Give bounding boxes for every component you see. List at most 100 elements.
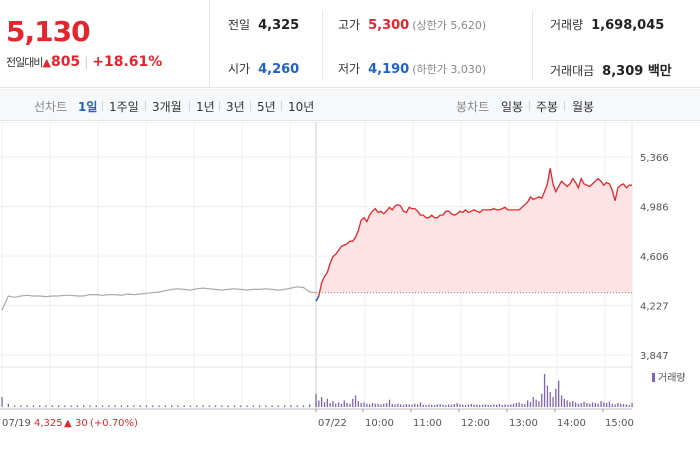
stat-value: 4,190 [368,62,410,77]
volume-bar [473,404,475,407]
volume-bar [64,405,66,408]
price-box: 5,130 전일대비▲805 | +18.61% [0,0,210,88]
tab-3year[interactable]: 3년 [226,100,245,114]
candle-chart-label: 봉차트 [456,100,490,114]
volume-bar [371,403,374,407]
volume-legend-label: 거래량 [658,372,686,384]
volume-bar [518,402,520,407]
volume-bar [552,397,554,407]
volume-bar [369,404,371,407]
tab-1year[interactable]: 1년 [196,100,215,114]
volume-bar [515,403,517,407]
prev-day-pct: (+0.70%) [90,418,138,429]
tab-divider [250,101,251,111]
volume-bar [1,397,3,407]
tab-weekly-candle[interactable]: 주봉 [536,100,559,114]
volume-bar [620,403,622,407]
volume-bar [127,405,129,408]
y-tick-label: 4,986 [640,203,669,214]
volume-bar [152,405,154,408]
volume-bar [606,403,608,407]
volume-bar [227,405,229,408]
volume-bar [453,404,455,407]
volume-bar [563,398,565,408]
change-label: 전일대비 [6,56,43,69]
volume-bar [391,404,393,407]
stat-value: 4,325 [258,18,300,33]
volume-bar [448,404,450,407]
volume-bar [617,403,619,407]
volume-bar [433,405,436,407]
volume-bar [625,404,628,407]
tab-5year[interactable]: 5년 [257,100,276,114]
volume-bar [214,405,217,408]
volume-bar [385,403,388,407]
y-axis: 5,366 4,986 4,606 4,227 3,847 [640,153,669,362]
tab-1day[interactable]: 1일 [78,100,98,114]
prev-day-date: 07/19 [2,418,31,429]
volume-bar [428,404,430,407]
volume-bar [246,405,248,408]
volume-bar [145,405,148,408]
volume-bar [558,380,560,407]
volume-bar [614,404,616,407]
change-value: 805 [50,54,81,70]
stat-volume: 거래량 1,698,045 [550,16,664,33]
tab-3month[interactable]: 3개월 [152,100,182,114]
volume-bar [456,403,458,407]
volume-bar [524,404,526,407]
volume-bar [202,405,204,408]
stat-label: 전일 [228,18,251,32]
volume-bar [580,403,582,407]
volume-bar [603,402,605,407]
stat-value: 8,309 백만 [602,64,672,79]
volume-bar [252,405,254,408]
x-tick-label: 12:00 [461,418,490,429]
volume-bar [575,402,577,407]
volume-bar [445,405,447,407]
volume-bar [120,405,122,408]
tab-1week[interactable]: 1주일 [109,100,139,114]
tab-daily-candle[interactable]: 일봉 [501,100,524,114]
volume-bar [490,405,492,407]
volume-bar [527,400,529,407]
volume-bar [363,402,365,407]
volume-bar [7,403,9,407]
volume-bar [577,403,580,407]
volume-bar [45,405,47,408]
stat-value: 4,260 [258,62,300,77]
prev-day-summary: 07/19 4,325 ▲ 30 (+0.70%) [2,418,138,429]
volume-bar [196,405,198,408]
stat-value: 5,300 [368,18,410,33]
volume-bar [32,405,35,408]
volume-bar [572,401,574,407]
tab-divider [189,101,190,111]
volume-bar [586,403,588,407]
volume-bar [591,402,594,407]
volume-bar [20,405,22,408]
volume-bar [139,405,141,408]
volume-bar [284,405,286,408]
tab-monthly-candle[interactable]: 월봉 [572,100,595,114]
tab-divider [145,101,146,111]
tab-10year[interactable]: 10년 [288,100,315,114]
volume-bar [233,405,236,408]
stat-high: 고가 5,300 (상한가 5,620) [338,16,486,33]
volume-bar [611,403,613,407]
volume-bar [510,404,512,407]
volume-bar [133,405,135,408]
stat-amount: 거래대금 8,309 백만 [550,60,672,79]
y-tick-label: 4,606 [640,252,669,263]
stat-value: 1,698,045 [591,18,665,33]
volume-bar [343,400,345,407]
volume-bar [439,404,441,407]
volume-bar [338,402,340,407]
today-open-segment [315,295,320,302]
volume-bar [158,405,160,408]
volume-bar [335,403,337,407]
intraday-price-chart[interactable]: 5,366 4,986 4,606 4,227 3,847 07/22 10:00 11:0… [0,122,700,450]
volume-bar [543,374,546,407]
volume-bar [39,405,41,408]
volume-bar [442,404,444,407]
volume-bar [309,404,311,407]
